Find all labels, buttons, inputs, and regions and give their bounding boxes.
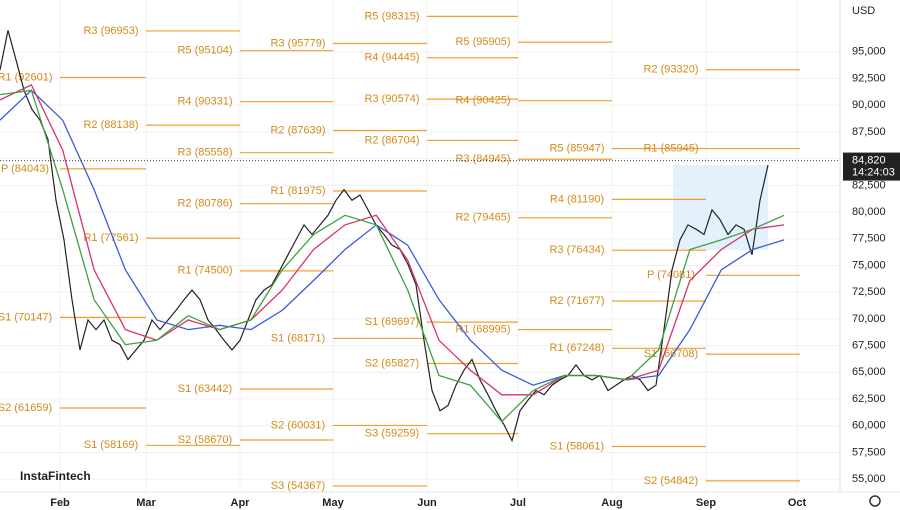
pivot-label: R1 (68995) [455,324,510,336]
pivot-label: R3 (90574) [364,93,419,105]
y-tick-label: 82,500 [852,179,886,191]
y-tick-label: 55,000 [852,473,886,485]
pivot-label: R2 (86704) [364,134,419,146]
pivot-label: R1 (92601) [0,71,53,83]
pivot-label: R1 (81975) [270,185,325,197]
axes: 55,000 57,500 60,000 62,500 65,000 67,500 70,0… [50,46,900,509]
pivot-label: S1 (63442) [178,383,232,395]
pivot-label: R5 (85947) [549,142,604,154]
pivot-label: R2 (71677) [549,295,604,307]
pivot-label: R5 (95905) [455,36,510,48]
pivot-label: R4 (90425) [455,95,510,107]
countdown: 14:24:03 [852,166,895,178]
pivot-label: R4 (90331) [177,96,232,108]
x-tick-label: Feb [50,497,70,509]
y-tick-label: 67,500 [852,340,886,352]
y-tick-label: 87,500 [852,126,886,138]
pivot-label: S2 (65827) [365,357,419,369]
pivot-label: R1 (77561) [83,232,138,244]
moving-average [0,89,785,386]
y-tick-label: 92,500 [852,72,886,84]
pivot-label: R3 (96953) [83,25,138,37]
moving-average [0,84,785,396]
pivot-label: S2 (60031) [271,419,325,431]
pivot-label: R3 (95779) [270,37,325,49]
pivot-label: P (84043) [1,163,49,175]
price-lines [0,30,840,443]
watermark: InstaFintech [20,469,91,483]
pivot-label: R5 (95104) [177,45,232,57]
pivot-label: S1 (58061) [550,440,604,452]
pivot-label: R2 (79465) [455,212,510,224]
pivot-label: R2 (87639) [270,124,325,136]
y-tick-label: 75,000 [852,259,886,271]
pivot-label: R3 (76434) [549,244,604,256]
pivot-label: R1 (67248) [549,342,604,354]
y-tick-label: 62,500 [852,393,886,405]
volume-profile-box [673,165,768,250]
pivot-label: S1 (68171) [271,332,325,344]
y-tick-label: 60,000 [852,420,886,432]
pivot-label: S3 (54367) [271,480,325,492]
pivot-label: R5 (98315) [364,10,419,22]
y-tick-label: 95,000 [852,46,886,58]
y-tick-label: 70,000 [852,313,886,325]
pivot-label: S1 (69697) [365,316,419,328]
x-tick-label: Mar [136,497,156,509]
settings-icon[interactable] [869,495,881,507]
pivot-label: R3 (85558) [177,147,232,159]
y-tick-label: 90,000 [852,99,886,111]
pivot-label: S2 (54842) [644,475,698,487]
y-tick-label: 72,500 [852,286,886,298]
y-tick-label: 77,500 [852,233,886,245]
pivot-label: R1 (74500) [177,265,232,277]
pivot-label: R2 (88138) [83,119,138,131]
pivot-label: S1 (70147) [0,311,52,323]
x-tick-label: Jun [417,497,437,509]
x-tick-label: May [322,497,344,509]
pivot-label: R1 (85945) [643,142,698,154]
x-tick-label: Oct [788,497,807,509]
y-tick-label: 65,000 [852,366,886,378]
y-tick-label: 57,500 [852,446,886,458]
currency[interactable]: USD [852,5,875,17]
pivot-label: R3 (84945) [455,153,510,165]
last-price-label: 84,820 [852,154,886,166]
currency-button[interactable] [846,2,886,20]
last-price-box [843,152,900,181]
pivot-label: S1 (58169) [84,439,138,451]
pivot-label: R2 (93320) [643,64,698,76]
moving-average [0,89,785,423]
x-tick-label: Jul [510,497,526,509]
pivot-label: S2 (58670) [178,434,232,446]
pivot-label: R4 (94445) [364,52,419,64]
pivot-label: R2 (80786) [177,198,232,210]
pivot-levels: R1 (92601) P (84043) S1 (70147) S2 (61659) R… [0,10,800,492]
y-tick-label: 80,000 [852,206,886,218]
pivot-label: R4 (81190) [550,193,604,205]
x-tick-label: Sep [696,497,716,509]
pivot-label: S2 (61659) [0,402,52,414]
price-line [0,30,769,443]
x-tick-label: Aug [601,497,622,509]
x-tick-label: Apr [231,497,251,509]
pivot-label: S3 (59259) [365,428,419,440]
